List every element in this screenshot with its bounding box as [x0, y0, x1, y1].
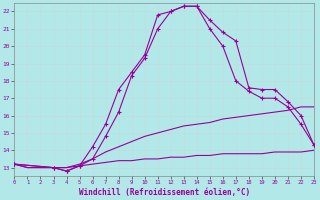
- X-axis label: Windchill (Refroidissement éolien,°C): Windchill (Refroidissement éolien,°C): [79, 188, 250, 197]
